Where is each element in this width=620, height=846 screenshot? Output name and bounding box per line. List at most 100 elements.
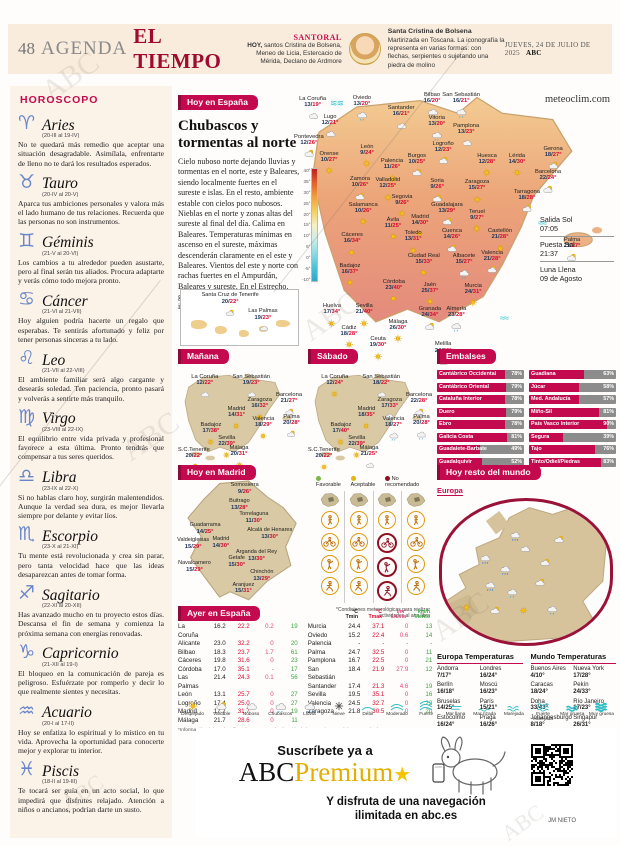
yesterday-table-left: La Coruña 16.2 22.2 0.2 19 Alicante 23.0 32.2 0…	[178, 623, 298, 726]
scale-tick: 25°	[303, 200, 311, 206]
rain-icon	[485, 582, 496, 591]
world-city-estocolmo: Estocolmo 16/24°	[437, 714, 466, 728]
weather-symbols-legend: Despejado Variable Nuboso Chubascos Lluvia Ni…	[178, 700, 616, 722]
tomorrow-map: La Coruña 12/22° San Sebastián 19/23° Zarago…	[178, 368, 302, 470]
sun-icon	[426, 298, 434, 306]
legend-muy-gruesa: Muy gruesa	[587, 700, 616, 722]
yesterday-row-oviedo: Oviedo 15.2 22.4 0.6 14	[307, 631, 433, 639]
city-le-n: León 9/24°	[360, 144, 374, 173]
sun-icon	[420, 268, 428, 277]
city-toledo: Toledo 13/31°	[405, 230, 422, 259]
sign-dates: (20-I al 17-II)	[42, 720, 75, 727]
world-city-buenos-aires: Buenos Aires 4/10°	[530, 666, 566, 679]
sign-dates: (20-IV al 20-V)	[42, 191, 79, 198]
suncloud-icon	[415, 408, 423, 415]
santoral-label: SANTORAL	[293, 32, 342, 42]
city-salamanca: Salamanca 10/26°	[349, 202, 378, 231]
city-sevilla: Sevilla 22/39°	[218, 435, 235, 464]
city-castell-n: Castellón 21/28°	[488, 228, 512, 257]
suncloud-icon	[442, 217, 452, 225]
shower-icon	[456, 108, 467, 118]
zodiac-1-icon: ♉	[18, 170, 36, 193]
sign-name: Acuario	[42, 704, 92, 721]
sign-dates: (22-XI al 20-XII)	[42, 603, 82, 609]
city-lugo: Lugo 12/21°	[322, 114, 338, 143]
cloud-icon	[326, 131, 336, 137]
sign-name: Leo	[42, 351, 66, 369]
sun-icon	[374, 352, 382, 361]
wave-mark: ≈≈	[538, 218, 547, 228]
city-sevilla: Sevilla 22/39°	[348, 435, 365, 464]
suncloud-icon	[548, 162, 558, 169]
city-san-sebasti-n: San Sebastián 19/23°	[232, 374, 270, 403]
sea3-icon	[507, 705, 520, 712]
yesterday-row-c-rdoba: Córdoba 17.0 35.1-17	[178, 665, 298, 673]
col-header-tmax: °C Tmax	[368, 608, 382, 621]
sea4-icon	[536, 702, 549, 712]
city-sevilla: Sevilla 21/40°	[356, 303, 373, 332]
reservoirs-left-column: Cantábrico Occidental 78% Cantábrico Orie…	[437, 370, 524, 470]
suncloud-icon	[554, 535, 564, 543]
zodiac-10-icon: ♒	[18, 699, 36, 722]
cloud-icon	[377, 391, 386, 397]
city-almer-a: Almería 23/28°	[446, 306, 466, 335]
suncloud-icon	[226, 309, 235, 316]
reservoir-bar-duero: Duero 79%	[437, 407, 524, 417]
city-las-palmas: Las Palmas 19/23°	[248, 308, 278, 338]
yesterday-row-madrid: Madrid 17.7 31.7 0 19	[178, 708, 298, 716]
city-zamora: Zamora 10/26°	[350, 176, 370, 205]
yesterday-row-valencia: Valencia 24.5 32.7 0 22	[307, 699, 433, 707]
zodiac-7-icon: ♏	[18, 523, 36, 546]
horoscope-aries: ♈ Aries (20-III al 19-IV) No te quedará más…	[18, 114, 164, 168]
spain-weather-map: meteoclim.com 40° 35° 30° 25° 20° 15° 10° 5° 0° -…	[294, 88, 616, 365]
island-shape	[239, 330, 249, 337]
cloud-icon	[397, 122, 407, 129]
temperature-scale-bar	[311, 168, 319, 282]
sun-icon	[363, 422, 370, 430]
badge-ayer-espana: Ayer en España	[178, 606, 261, 621]
sun-icon	[473, 195, 481, 204]
scale-tick: 15°	[303, 222, 311, 228]
col-header-tmin: °C Tmin	[345, 608, 358, 621]
horoscope-capricornio: ♑ Capricornio (21-XII al 19-I) El bloqueo e…	[18, 642, 164, 697]
shower-icon	[507, 589, 517, 598]
island-shape	[276, 320, 290, 327]
suncloud-icon	[447, 244, 457, 252]
sun-icon	[325, 167, 333, 175]
sunset-time: 21:37	[540, 249, 558, 258]
island-shape	[191, 320, 207, 329]
legend-chubascos: Chubascos	[266, 700, 295, 722]
legend-mar-llana: Mar llana	[441, 700, 470, 722]
badge-resto-mundo: Hoy resto del mundo	[437, 465, 541, 480]
city-palma: Palma 20/28°	[413, 414, 430, 443]
world-city-mosc-: Moscú 16/23°	[479, 682, 498, 696]
activity-zone-3	[372, 491, 402, 603]
city-barcelona: Barcelona 22/24°	[535, 169, 561, 198]
moon-phase-label: Luna Llena	[540, 265, 576, 274]
wind3-icon	[419, 700, 433, 710]
sun-icon	[345, 340, 353, 349]
city-huelva: Huelva 17/34°	[323, 303, 341, 332]
reservoirs-right-column: Guadiana 63% Júcar 58% Med. Andalucía 57% M…	[529, 370, 616, 470]
sun-icon	[360, 319, 368, 328]
world-city-nueva-york: Nueva York 17/28°	[573, 666, 604, 679]
scale-tick: 5°	[306, 244, 311, 250]
reservoir-bar-cant-brico-oriental: Cantábrico Oriental 79%	[437, 382, 524, 392]
activity-zone-4	[401, 491, 430, 603]
yesterday-row-bilbao: Bilbao 18.3 23.7 1.7 61	[178, 648, 298, 656]
suncloud-icon	[432, 194, 442, 202]
wind2-icon	[390, 703, 404, 710]
yesterday-row-le-n: León 13.1 25.7 0 27	[178, 691, 298, 699]
yesterday-row-pamplona: Pamplona 16.7 22.5 0 21	[307, 657, 433, 665]
star-icon: ★	[393, 764, 412, 787]
sun-icon	[188, 701, 197, 711]
sun-icon	[359, 217, 368, 226]
city-tarragona: Tarragona 18/28°	[514, 189, 540, 218]
sign-name: Sagitario	[42, 586, 100, 604]
sign-text: Hoy alguien podría hacerte un regalo que…	[18, 316, 164, 344]
suncloud-icon	[540, 558, 550, 566]
world-city-pekín: Pekín 24/33°	[573, 682, 591, 696]
sign-dates: (23-X al 21-XI)	[42, 544, 79, 551]
city-albacete: Albacete 15/27°	[453, 253, 475, 282]
cloud-icon	[201, 391, 210, 397]
